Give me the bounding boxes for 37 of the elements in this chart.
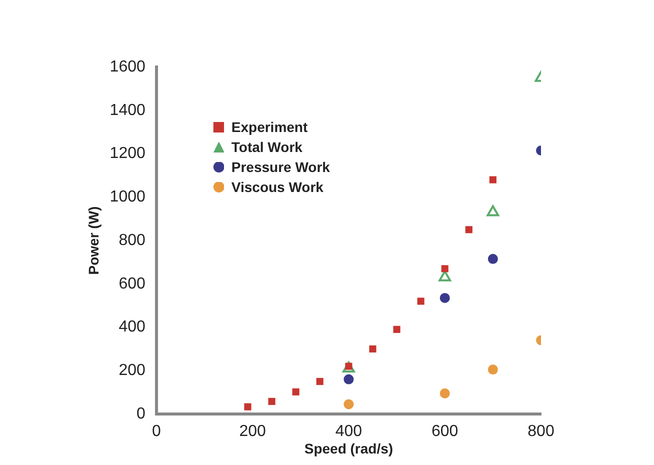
point — [393, 326, 400, 333]
point — [344, 399, 354, 410]
y-tick-label: 1600 — [110, 58, 146, 76]
y-tick-label: 0 — [136, 405, 146, 422]
x-tick-label: 800 — [528, 423, 554, 440]
point — [465, 226, 472, 234]
y-tick-label: 800 — [118, 232, 146, 249]
y-tick-label: 200 — [118, 362, 146, 380]
point — [316, 378, 324, 386]
y-tick-label: 1000 — [110, 188, 146, 206]
point — [441, 265, 448, 272]
y-tick-label: 600 — [118, 275, 146, 292]
x-tick-label: 400 — [335, 423, 362, 440]
legend-label: Total Work — [231, 139, 302, 155]
point — [268, 398, 276, 405]
legend-label: Viscous Work — [231, 179, 324, 195]
point — [292, 388, 300, 396]
y-tick-label: 1400 — [110, 102, 146, 119]
legend-label: Experiment — [231, 119, 308, 135]
point — [489, 176, 496, 184]
point — [344, 374, 354, 384]
y-tick-label: 1200 — [110, 145, 146, 162]
point — [369, 345, 376, 352]
x-axis-title: Speed (rad/s) — [304, 440, 394, 456]
point — [417, 298, 424, 305]
point — [440, 388, 450, 398]
x-tick-label: 600 — [431, 423, 458, 440]
legend-label: Pressure Work — [231, 159, 330, 175]
point — [244, 403, 252, 410]
y-axis-title: Power (W) — [85, 206, 102, 275]
point — [488, 364, 498, 375]
y-tick-label: 400 — [118, 318, 146, 336]
point — [488, 254, 498, 264]
x-tick-label: 0 — [152, 423, 161, 440]
point — [440, 292, 450, 303]
x-tick-label: 200 — [239, 423, 266, 440]
point — [486, 205, 500, 216]
